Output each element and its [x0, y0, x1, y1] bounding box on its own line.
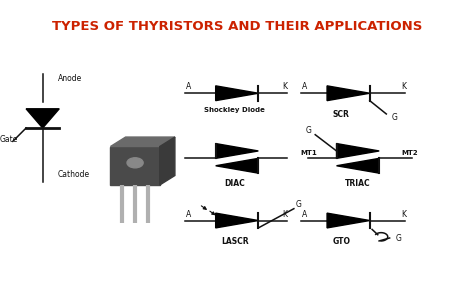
Text: K: K: [401, 82, 406, 91]
Text: G: G: [305, 126, 311, 135]
Polygon shape: [327, 86, 370, 101]
Text: Anode: Anode: [58, 74, 82, 83]
Text: A: A: [185, 210, 191, 218]
Text: MT2: MT2: [401, 150, 419, 156]
Polygon shape: [216, 86, 258, 101]
Text: LASCR: LASCR: [221, 237, 248, 246]
Text: G: G: [296, 200, 301, 209]
Text: G: G: [392, 113, 397, 122]
Text: SCR: SCR: [333, 110, 350, 119]
Text: Cathode: Cathode: [58, 170, 90, 179]
Text: TRIAC: TRIAC: [345, 179, 371, 188]
Polygon shape: [26, 109, 59, 128]
Polygon shape: [216, 144, 258, 158]
Polygon shape: [110, 137, 175, 147]
Text: K: K: [401, 210, 406, 218]
Circle shape: [127, 158, 143, 168]
Text: DIAC: DIAC: [224, 179, 245, 188]
Polygon shape: [337, 158, 379, 173]
Text: TYPES OF THYRISTORS AND THEIR APPLICATIONS: TYPES OF THYRISTORS AND THEIR APPLICATIO…: [52, 20, 422, 33]
Polygon shape: [160, 137, 175, 185]
Text: G: G: [395, 234, 401, 242]
Polygon shape: [327, 213, 370, 228]
Text: K: K: [282, 210, 287, 218]
Text: A: A: [301, 82, 307, 91]
Text: GTO: GTO: [332, 237, 350, 246]
Text: K: K: [282, 82, 287, 91]
Text: Shockley Diode: Shockley Diode: [204, 107, 265, 113]
Polygon shape: [216, 158, 258, 173]
Text: MT1: MT1: [301, 150, 318, 156]
Polygon shape: [110, 147, 160, 185]
Text: Gate: Gate: [0, 135, 18, 144]
Text: A: A: [185, 82, 191, 91]
Text: A: A: [301, 210, 307, 218]
Polygon shape: [216, 213, 258, 228]
Polygon shape: [337, 144, 379, 158]
